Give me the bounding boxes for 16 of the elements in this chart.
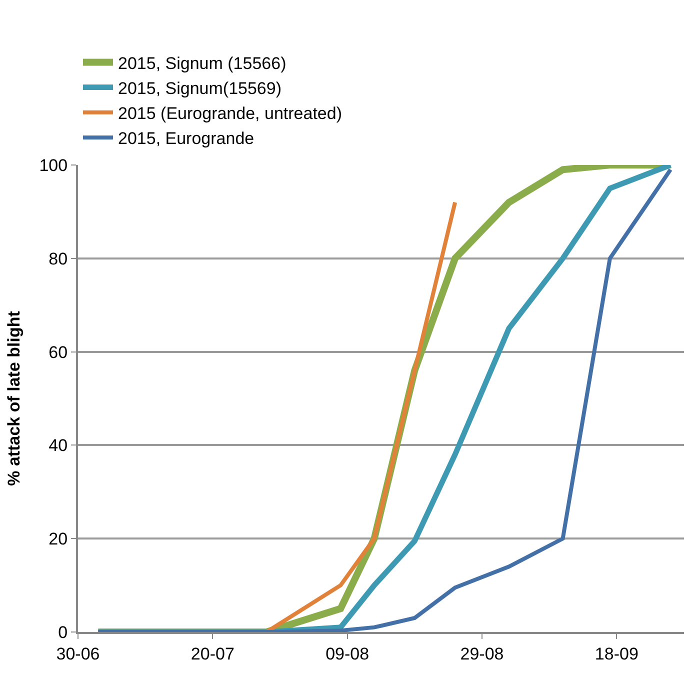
y-tick-label: 80	[48, 249, 68, 268]
legend-label: 2015, Eurogrande	[118, 129, 254, 148]
y-tick-label: 100	[39, 156, 68, 175]
x-tick-label: 20-07	[190, 644, 234, 664]
y-tick-label: 0	[58, 622, 68, 642]
y-tick-label: 60	[48, 342, 68, 362]
legend-label: 2015, Signum(15569)	[118, 78, 282, 98]
legend-label: 2015 (Eurogrande, untreated)	[118, 104, 342, 124]
x-tick-label: 18-09	[594, 644, 638, 664]
x-tick-label: 29-08	[460, 644, 504, 664]
legend-label: 2015, Signum (15566)	[118, 54, 286, 73]
y-axis-title: % attack of late blight	[4, 310, 24, 486]
y-tick-label: 40	[48, 436, 68, 456]
x-tick-label: 30-06	[56, 644, 100, 664]
y-tick-label: 20	[48, 530, 68, 549]
x-tick-label: 09-08	[326, 644, 370, 664]
